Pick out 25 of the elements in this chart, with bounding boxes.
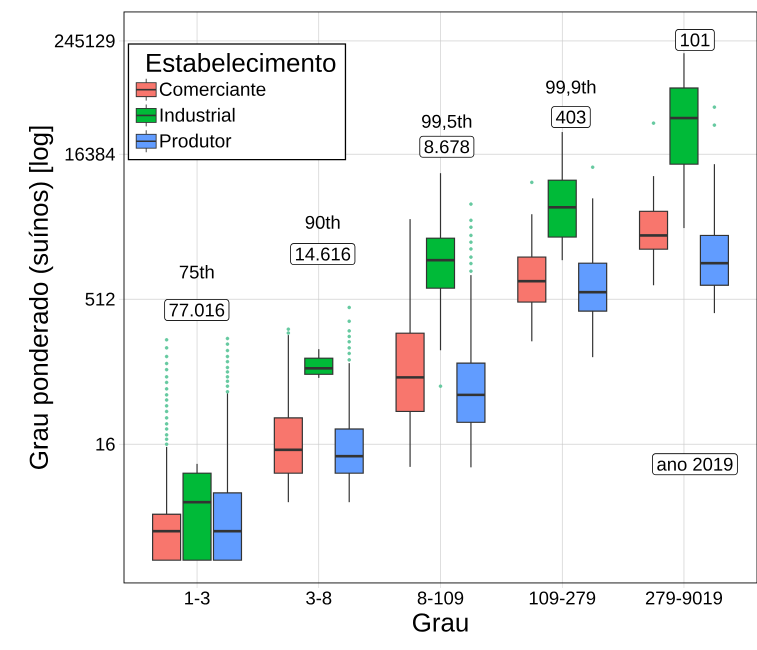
annotation: 90th <box>306 215 340 229</box>
x-axis-title: Grau <box>413 613 468 632</box>
annotation: 99,9th <box>546 80 596 96</box>
annotation: 101 <box>680 33 710 46</box>
x-tick-label: 279-9019 <box>646 591 722 605</box>
y-axis-title: Grau ponderado (suínos) [log] <box>28 126 54 469</box>
y-tick-label: 512 <box>85 292 115 306</box>
annotation: 403 <box>556 110 586 124</box>
annotation: 75th <box>180 265 214 279</box>
annotation: ano 2019 <box>657 458 732 471</box>
x-tick-label: 109-279 <box>530 591 596 605</box>
y-tick-label: 16384 <box>66 148 115 161</box>
legend-label: Produtor <box>160 134 232 148</box>
legend-label: Comerciante <box>160 82 266 96</box>
x-tick-label: 1-3 <box>185 591 210 605</box>
annotation: 99,5th <box>422 114 472 130</box>
x-tick-label: 3-8 <box>306 591 332 605</box>
y-tick-label: 16 <box>96 438 115 451</box>
annotation: 77.016 <box>170 304 224 317</box>
legend-title: Estabelecimento <box>147 53 336 72</box>
y-tick-label: 245129 <box>54 34 115 48</box>
x-tick-label: 8-109 <box>418 591 464 605</box>
annotation: 8.678 <box>424 140 470 154</box>
legend-label: Industrial <box>160 108 234 122</box>
annotation: 14.616 <box>296 248 350 261</box>
